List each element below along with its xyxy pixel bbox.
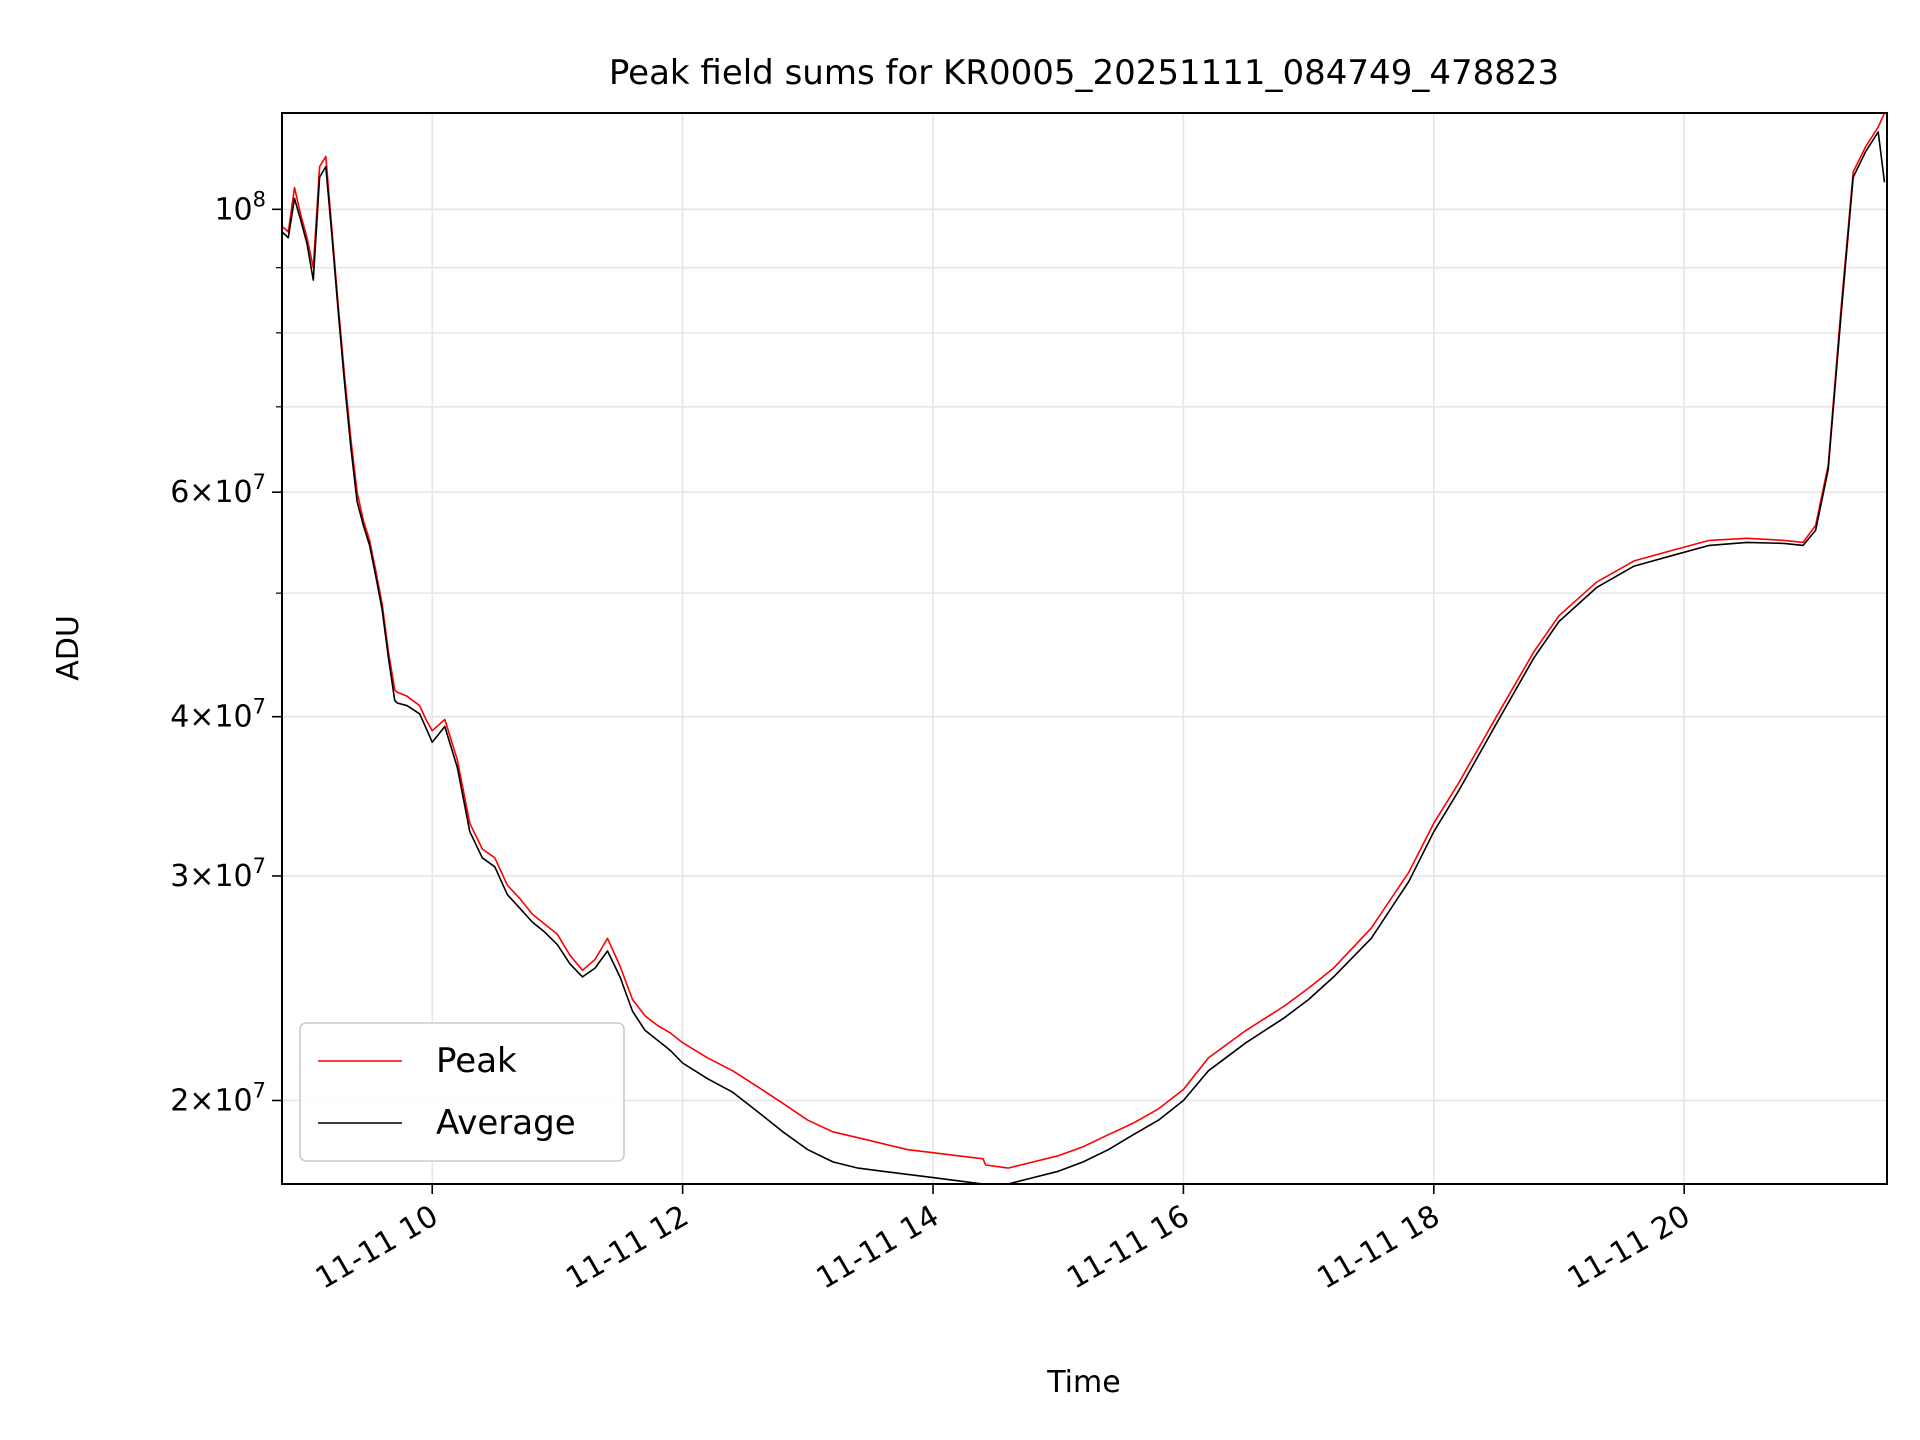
plot-frame [281, 112, 1888, 1185]
y-tick-label: 3×107 [170, 854, 266, 894]
y-tick-label: 108 [214, 187, 266, 227]
legend-box [299, 1022, 625, 1162]
y-tick-label: 2×107 [170, 1078, 266, 1118]
chart-title: Peak field sums for KR0005_20251111_0847… [609, 53, 1559, 93]
legend-label-average: Average [436, 1103, 576, 1143]
y-tick-label: 4×107 [170, 695, 266, 735]
legend: Peak Average [299, 1022, 625, 1162]
series-line-peak [282, 113, 1886, 1169]
x-axis-label: Time [1046, 1365, 1120, 1400]
y-tick-label: 6×107 [170, 470, 266, 510]
series-line-average [282, 131, 1886, 1184]
y-axis-label: ADU [51, 615, 86, 681]
series-layer [282, 113, 1886, 1184]
y-axis: 108 6×107 4×107 3×107 2×107 [170, 187, 282, 1118]
legend-label-peak: Peak [436, 1041, 517, 1081]
